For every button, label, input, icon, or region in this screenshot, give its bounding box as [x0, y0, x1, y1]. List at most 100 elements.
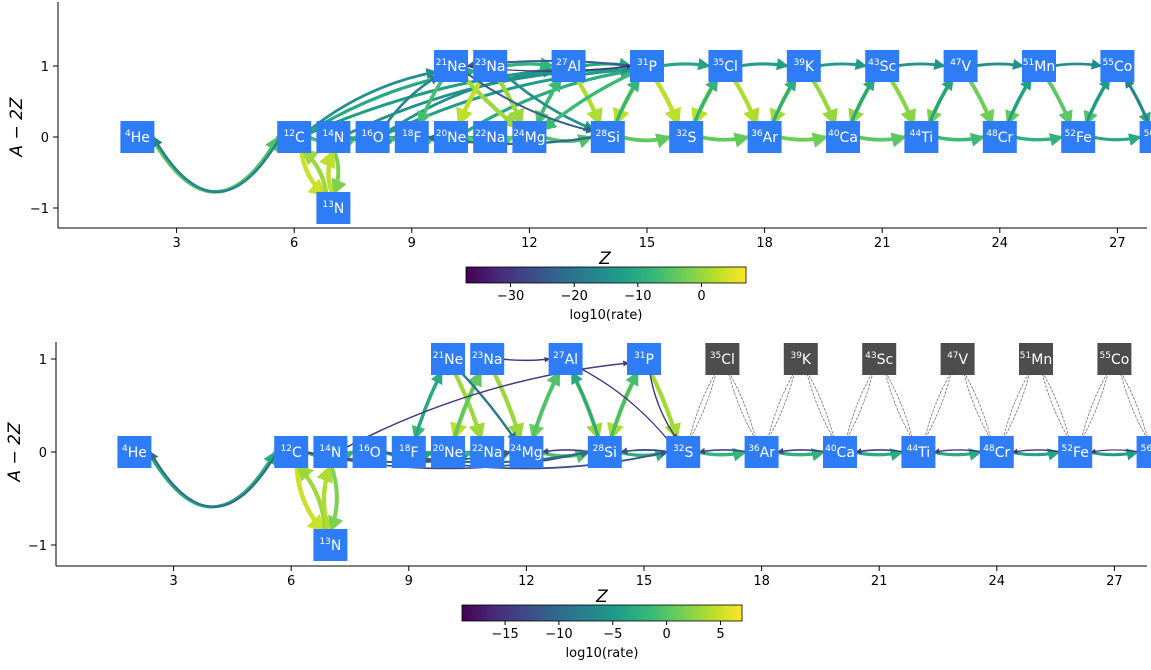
- node-box: [355, 121, 390, 153]
- element-symbol: N: [334, 201, 344, 217]
- node-box: [391, 436, 426, 468]
- node-label: 4He: [122, 444, 147, 461]
- node-box: [394, 121, 429, 153]
- element-symbol: K: [805, 59, 815, 75]
- inactive-rate-link: [963, 371, 992, 442]
- rate-link: [965, 74, 995, 127]
- node-box: [509, 436, 544, 468]
- mass-number: 24: [513, 129, 525, 139]
- nuclide-node-c12: 12C: [277, 121, 312, 153]
- element-symbol: Al: [565, 352, 578, 368]
- node-label: 40Ca: [828, 129, 858, 146]
- inactive-rate-link: [805, 369, 835, 440]
- node-box: [1136, 436, 1151, 468]
- rate-link: [1009, 448, 1061, 461]
- node-label: 20Ne: [436, 129, 467, 146]
- mass-number: 24: [510, 444, 522, 454]
- rate-link: [926, 76, 955, 129]
- node-box: [313, 436, 348, 468]
- nuclide-node-k39: 39K: [783, 343, 818, 375]
- node-box: [666, 436, 701, 468]
- node-box: [1139, 121, 1151, 153]
- nuclide-node-ti44: 44Ti: [901, 436, 936, 468]
- mass-number: 56: [1144, 129, 1151, 139]
- nuclide-node-ca40: 40Ca: [826, 121, 860, 153]
- element-symbol: O: [373, 130, 384, 146]
- rate-link: [808, 74, 838, 127]
- nuclide-node-s32: 32S: [669, 121, 704, 153]
- x-tick-label: 3: [169, 574, 177, 589]
- x-tick-label: 12: [518, 574, 535, 589]
- node-label: 24Mg: [510, 444, 542, 461]
- mass-number: 47: [947, 351, 958, 361]
- mass-number: 36: [751, 129, 763, 139]
- rate-link: [855, 448, 906, 455]
- nuclide-node-al27: 27Al: [551, 50, 586, 82]
- element-symbol: Sc: [880, 59, 897, 75]
- node-label: 14N: [322, 129, 344, 146]
- node-box: [1019, 343, 1053, 375]
- rate-link: [933, 132, 986, 147]
- node-box: [431, 343, 465, 375]
- node-box: [512, 121, 547, 153]
- rate-link: [698, 132, 751, 148]
- nuclide-node-ar36: 36Ar: [744, 436, 779, 468]
- node-label: 44Ti: [907, 444, 930, 461]
- nuclide-node-v47: 47V: [943, 50, 978, 82]
- x-tick-label: 27: [1109, 236, 1126, 251]
- mass-number: 48: [983, 444, 995, 454]
- rate-link: [651, 74, 681, 127]
- node-label: 48Cr: [983, 444, 1010, 461]
- element-symbol: Ti: [920, 130, 933, 146]
- element-symbol: Co: [1111, 352, 1129, 368]
- element-symbol: Ar: [763, 130, 779, 146]
- rate-link: [490, 367, 524, 442]
- rate-link: [1043, 74, 1073, 127]
- mass-number: 28: [596, 129, 608, 139]
- rate-link: [570, 370, 601, 443]
- rate-link: [331, 147, 347, 196]
- nuclide-node-p31: 31P: [630, 50, 664, 82]
- node-label: 52Fe: [1062, 444, 1089, 461]
- node-box: [470, 436, 505, 468]
- nuclide-node-f18: 18F: [394, 121, 429, 153]
- node-label: 55Co: [1103, 58, 1133, 75]
- rate-link: [1090, 448, 1141, 454]
- rate-link: [973, 58, 1025, 70]
- node-box: [590, 121, 625, 153]
- mass-number: 35: [710, 351, 721, 361]
- mass-number: 14: [319, 444, 331, 454]
- node-box: [548, 343, 583, 375]
- node-label: 39K: [793, 58, 814, 75]
- rate-link: [852, 448, 905, 462]
- mass-number: 14: [322, 129, 334, 139]
- colorbar-top: −30 −20 −10 0 log10(rate): [465, 266, 747, 323]
- x-tick-label: 12: [521, 236, 538, 251]
- node-box: [316, 121, 351, 153]
- rate-link: [343, 360, 630, 450]
- mass-number: 44: [907, 444, 919, 454]
- mass-number: 23: [472, 351, 483, 361]
- x-tick-label: 15: [636, 574, 653, 589]
- rate-link: [776, 132, 829, 148]
- node-box: [1097, 343, 1132, 375]
- nuclide-node-n14: 14N: [316, 121, 351, 153]
- x-tick-label: 27: [1106, 574, 1123, 589]
- rate-link: [500, 70, 596, 132]
- nuclide-node-he4: 4He: [120, 121, 155, 153]
- mass-number: 18: [399, 444, 411, 454]
- nuclide-node-ni56: 56Ni: [1139, 121, 1151, 153]
- inactive-rate-link: [806, 371, 836, 442]
- element-symbol: Mg: [525, 130, 546, 146]
- inactive-rate-link: [884, 371, 914, 442]
- node-label: 32S: [676, 129, 696, 146]
- colorbar-ticks: −15 −10 −5 0 5: [491, 621, 725, 642]
- rate-link: [730, 74, 760, 127]
- mass-number: 21: [436, 58, 447, 68]
- node-box: [120, 121, 155, 153]
- element-symbol: Fe: [1073, 445, 1089, 461]
- element-symbol: Mn: [1031, 352, 1052, 368]
- mass-number: 12: [284, 129, 295, 139]
